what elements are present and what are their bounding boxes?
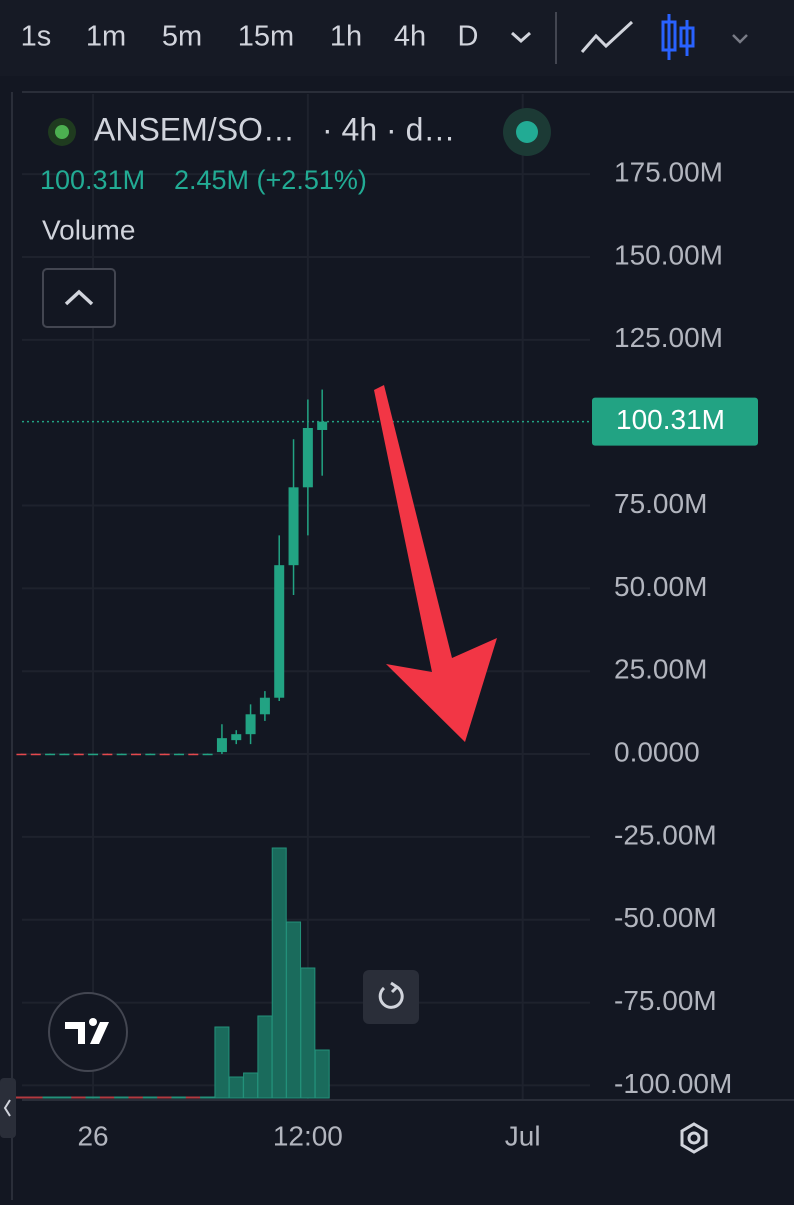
volume-bar [42, 1096, 58, 1099]
candles [16, 389, 328, 756]
chart-type-dropdown[interactable] [732, 34, 748, 44]
volume-bar [99, 1096, 115, 1099]
status-dot [516, 121, 538, 143]
reset-button[interactable] [363, 970, 419, 1024]
volume-bar [286, 921, 302, 1099]
volume-bar [314, 1049, 330, 1099]
interval-button[interactable]: 1h [330, 21, 362, 53]
interval-button[interactable]: 1m [86, 21, 126, 53]
candle-body [302, 427, 313, 488]
candle-body [102, 753, 113, 756]
legend-close: 100.31M [40, 165, 145, 195]
volume-bar [13, 1096, 29, 1099]
interval-button[interactable]: 1s [21, 21, 52, 53]
y-tick-label: -50.00M [614, 902, 717, 933]
candle-body [159, 753, 170, 756]
collapse-button[interactable] [42, 268, 116, 328]
candle-body [116, 753, 127, 756]
y-tick-label: -75.00M [614, 985, 717, 1016]
annotation-arrow [374, 385, 497, 742]
y-tick-label: 75.00M [614, 488, 707, 519]
candle-body [259, 697, 270, 715]
candle-body [173, 753, 184, 756]
last-price-label: 100.31M [616, 404, 725, 435]
volume-bar [114, 1096, 130, 1099]
candle-body [16, 753, 27, 756]
candle-body [30, 753, 41, 756]
candle-body [288, 487, 299, 566]
tv-logo-dot [89, 1018, 97, 1026]
volume-bar [200, 1096, 216, 1099]
collapse-icon [64, 289, 94, 306]
volume-bar [271, 847, 287, 1099]
y-tick-label: 175.00M [614, 157, 723, 188]
volume-bar [128, 1096, 144, 1099]
candle-body [73, 753, 84, 756]
volume-bar [257, 1015, 273, 1099]
y-tick-label: -25.00M [614, 819, 717, 850]
symbol-meta: · 4h · d… [322, 111, 455, 147]
y-tick-label: 125.00M [614, 322, 723, 353]
volume-bar [157, 1096, 173, 1099]
candle-body [145, 753, 156, 756]
volume-bar [71, 1096, 87, 1099]
candle-body [188, 753, 199, 756]
volume-bar [243, 1072, 259, 1099]
volume-bar [28, 1096, 44, 1099]
price-axis: 175.00M 150.00M 125.00M 75.00M 50.00M 25.00M 0… [22, 157, 758, 1099]
tv-logo-button[interactable] [48, 992, 128, 1072]
volume-bar [56, 1096, 72, 1099]
volume-bar [85, 1096, 101, 1099]
x-tick-label: Jul [505, 1120, 541, 1151]
study-name: Volume [42, 214, 135, 245]
volume-bar [228, 1076, 244, 1099]
candle-body [202, 753, 213, 756]
interval-button[interactable]: 5m [162, 21, 202, 53]
interval-button[interactable]: 15m [238, 21, 294, 53]
candle-body [88, 753, 99, 756]
candle-body [45, 753, 56, 756]
settings-icon-core [687, 1131, 701, 1145]
last-price-tag [592, 397, 758, 446]
volume-bar [185, 1096, 201, 1099]
volume-bar [214, 1026, 230, 1099]
time-axis: 26 12:00 Jul [77, 1120, 540, 1151]
interval-dropdown[interactable] [511, 31, 531, 44]
symbol-logo-core [55, 125, 69, 139]
volume-bar [171, 1096, 187, 1099]
interval-button[interactable]: 4h [394, 21, 426, 53]
candle-body [216, 738, 227, 753]
symbol-name[interactable]: ANSEM/SO… [94, 111, 295, 147]
interval-bar: 1s 1m 5m 15m 1h 4h D [21, 21, 479, 53]
y-tick-label: 25.00M [614, 654, 707, 685]
volume-pane [13, 847, 330, 1099]
candle-icon[interactable] [661, 14, 695, 60]
y-tick-label: 150.00M [614, 239, 723, 270]
y-tick-label: -100.00M [614, 1068, 732, 1099]
legend-change: 2.45M (+2.51%) [174, 165, 367, 195]
interval-button[interactable]: D [458, 21, 479, 53]
candle-body [59, 753, 70, 756]
volume-bar [300, 967, 316, 1099]
side-tab-icon [3, 1099, 11, 1117]
settings-icon[interactable] [680, 1122, 708, 1154]
line-chart-icon[interactable] [580, 20, 634, 53]
candle-body [317, 421, 328, 430]
candle-body [245, 714, 256, 735]
candle-body [274, 565, 285, 698]
tv-logo [65, 1022, 109, 1044]
side-tab[interactable] [0, 1078, 16, 1138]
x-tick-label: 12:00 [273, 1120, 343, 1151]
y-tick-label: 50.00M [614, 571, 707, 602]
candle-body [131, 753, 142, 756]
volume-bar [142, 1096, 158, 1099]
candle-body [231, 734, 242, 741]
reset-icon [378, 981, 404, 1009]
y-tick-label: 0.0000 [614, 736, 700, 767]
x-tick-label: 26 [77, 1120, 108, 1151]
